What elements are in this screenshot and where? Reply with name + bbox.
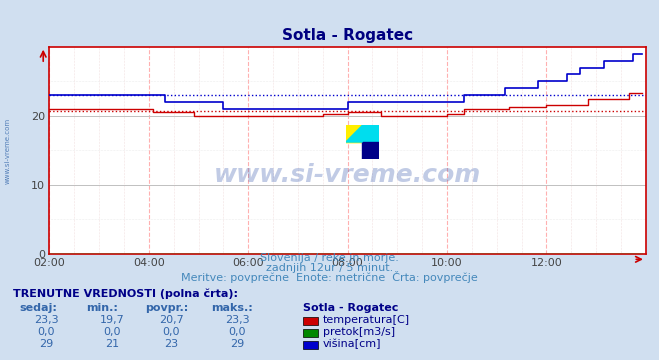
Polygon shape — [346, 126, 362, 142]
Text: 0,0: 0,0 — [103, 327, 121, 337]
Text: 23,3: 23,3 — [34, 315, 59, 325]
Text: 0,0: 0,0 — [38, 327, 55, 337]
Text: TRENUTNE VREDNOSTI (polna črta):: TRENUTNE VREDNOSTI (polna črta): — [13, 288, 238, 299]
Text: 23: 23 — [164, 339, 179, 349]
Text: 19,7: 19,7 — [100, 315, 125, 325]
Text: 21: 21 — [105, 339, 119, 349]
Text: min.:: min.: — [86, 303, 117, 313]
Text: 0,0: 0,0 — [229, 327, 246, 337]
Text: pretok[m3/s]: pretok[m3/s] — [323, 327, 395, 337]
Text: 29: 29 — [230, 339, 244, 349]
Text: sedaj:: sedaj: — [20, 303, 57, 313]
Text: Slovenija / reke in morje.: Slovenija / reke in morje. — [260, 253, 399, 263]
Polygon shape — [346, 126, 362, 142]
Text: višina[cm]: višina[cm] — [323, 339, 382, 349]
Text: maks.:: maks.: — [211, 303, 252, 313]
Text: www.si-vreme.com: www.si-vreme.com — [5, 118, 11, 184]
Title: Sotla - Rogatec: Sotla - Rogatec — [282, 28, 413, 43]
Text: Meritve: povprečne  Enote: metrične  Črta: povprečje: Meritve: povprečne Enote: metrične Črta:… — [181, 271, 478, 283]
Text: 29: 29 — [39, 339, 53, 349]
Text: povpr.:: povpr.: — [145, 303, 188, 313]
Polygon shape — [362, 142, 379, 158]
Text: Sotla - Rogatec: Sotla - Rogatec — [303, 303, 399, 313]
Text: temperatura[C]: temperatura[C] — [323, 315, 410, 325]
Polygon shape — [362, 126, 379, 142]
Text: www.si-vreme.com: www.si-vreme.com — [214, 163, 481, 187]
Text: 23,3: 23,3 — [225, 315, 250, 325]
Text: 20,7: 20,7 — [159, 315, 184, 325]
Text: zadnjih 12ur / 5 minut.: zadnjih 12ur / 5 minut. — [266, 263, 393, 273]
Text: 0,0: 0,0 — [163, 327, 180, 337]
